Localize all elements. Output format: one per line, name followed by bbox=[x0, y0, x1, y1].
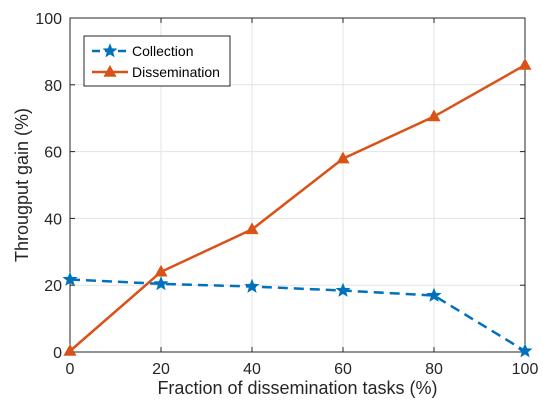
collection-point bbox=[426, 287, 442, 302]
collection-point bbox=[517, 343, 533, 358]
x-tick-label: 80 bbox=[425, 361, 443, 378]
dissemination-point bbox=[518, 58, 532, 70]
axis-ticks: 0 20 40 60 80 100 0 20 40 60 80 100 bbox=[35, 11, 538, 378]
legend-box bbox=[83, 35, 231, 87]
dissemination-point bbox=[427, 109, 441, 122]
legend-collection-label: Collection bbox=[132, 43, 193, 59]
x-tick-label: 20 bbox=[152, 361, 170, 378]
legend-dissemination-label: Dissemination bbox=[132, 64, 220, 80]
dissemination-point bbox=[63, 343, 77, 356]
dissemination-point bbox=[336, 151, 350, 164]
collection-point bbox=[153, 275, 169, 291]
plot-frame bbox=[69, 17, 526, 353]
x-tick-label: 100 bbox=[512, 361, 539, 378]
collection-point bbox=[62, 271, 78, 286]
y-axis-label: Througput gain (%) bbox=[12, 108, 32, 262]
collection-line bbox=[69, 278, 526, 353]
dissemination-point bbox=[245, 222, 259, 235]
series bbox=[62, 58, 533, 358]
x-tick-label: 0 bbox=[66, 361, 75, 378]
legend-collection-marker bbox=[102, 43, 118, 58]
dissemination-point bbox=[154, 264, 168, 277]
y-tick-label: 60 bbox=[44, 145, 62, 162]
x-tick-label: 60 bbox=[334, 361, 352, 378]
y-tick-label: 100 bbox=[35, 11, 62, 28]
y-tick-label: 80 bbox=[44, 78, 62, 95]
series-collection bbox=[62, 271, 533, 358]
dissemination-line bbox=[69, 64, 526, 352]
collection-point bbox=[335, 282, 351, 297]
legend-dissemination-marker bbox=[103, 64, 117, 77]
y-tick-label: 0 bbox=[53, 345, 62, 362]
collection-point bbox=[244, 278, 260, 293]
x-axis-label: Fraction of dissemination tasks (%) bbox=[157, 378, 437, 398]
series-dissemination bbox=[63, 58, 532, 356]
y-tick-label: 20 bbox=[44, 278, 62, 295]
y-tick-label: 40 bbox=[44, 211, 62, 228]
legend: Collection Dissemination bbox=[83, 35, 231, 87]
x-tick-label: 40 bbox=[243, 361, 261, 378]
